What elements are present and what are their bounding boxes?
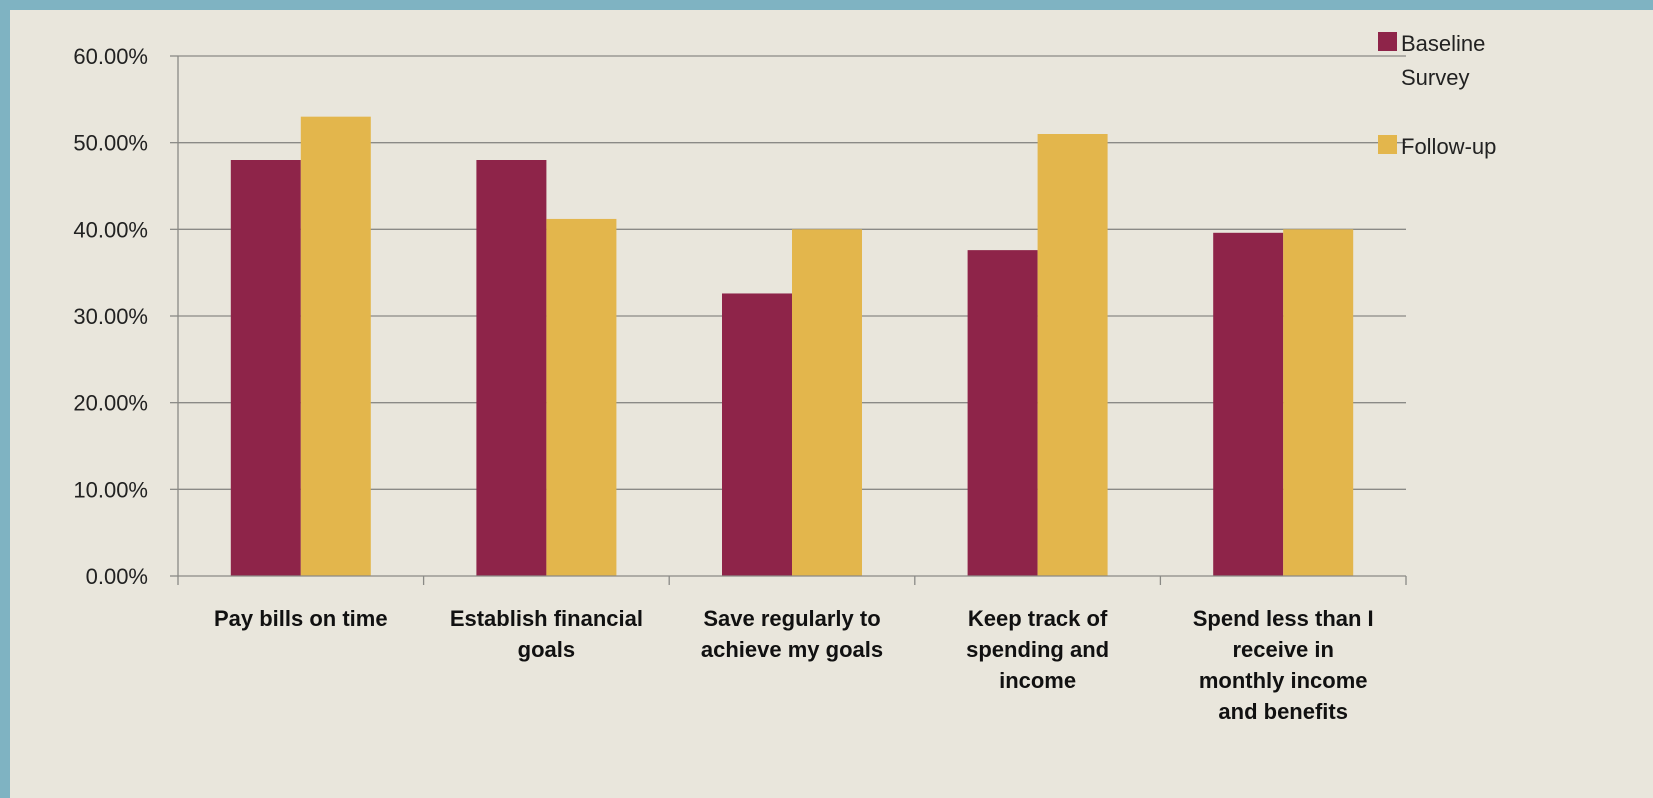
bars — [230, 116, 1354, 577]
y-tick-label: 60.00% — [73, 44, 148, 69]
y-tick-label: 10.00% — [73, 477, 148, 502]
legend-label: Follow-up — [1401, 134, 1496, 159]
x-category-label-line: Establish financial — [450, 606, 643, 631]
bar-chart: 0.00% 10.00% 20.00% 30.00% 40.00% 50.00% 60.00… — [73, 31, 1496, 724]
bar-baseline — [230, 160, 301, 576]
bar-follow-up — [300, 116, 371, 577]
y-axis-tick-labels: 0.00% 10.00% 20.00% 30.00% 40.00% 50.00% 60.00… — [73, 44, 148, 589]
y-tick-label: 50.00% — [73, 131, 148, 156]
legend-swatch — [1378, 32, 1397, 51]
x-category-label-line: Save regularly to — [703, 606, 880, 631]
bar-baseline — [476, 160, 547, 576]
x-category-label-line: Pay bills on time — [214, 606, 388, 631]
legend-label-line: Baseline — [1401, 31, 1485, 56]
x-category-label-line: Keep track of — [968, 606, 1108, 631]
y-tick-label: 40.00% — [73, 217, 148, 242]
bar-baseline — [1213, 232, 1284, 577]
x-category-label-line: receive in — [1232, 637, 1334, 662]
legend-label-line: Survey — [1401, 65, 1469, 90]
y-tick-label: 20.00% — [73, 391, 148, 416]
y-tick-label: 0.00% — [86, 564, 148, 589]
x-category-label: Establish financial goals — [450, 606, 643, 662]
x-category-label-line: spending and — [966, 637, 1109, 662]
y-tick-label: 30.00% — [73, 304, 148, 329]
x-category-label-line: monthly income — [1199, 668, 1368, 693]
axes — [170, 55, 1407, 585]
bar-baseline — [722, 293, 792, 576]
legend-label: Baseline Survey — [1401, 31, 1485, 90]
x-category-label: Spend less than I receive in monthly incom… — [1193, 606, 1374, 724]
bar-baseline — [967, 250, 1038, 576]
x-category-label-line: income — [999, 668, 1076, 693]
legend-label-line: Follow-up — [1401, 134, 1496, 159]
bar-follow-up — [792, 229, 862, 577]
x-category-label-line: goals — [518, 637, 575, 662]
x-category-label: Keep track of spending and income — [966, 606, 1109, 693]
bar-follow-up — [1283, 229, 1354, 577]
x-category-label-line: and benefits — [1218, 699, 1348, 724]
chart-frame: 0.00% 10.00% 20.00% 30.00% 40.00% 50.00% 60.00… — [10, 10, 1653, 798]
legend-swatch — [1378, 135, 1397, 154]
bar-follow-up — [1037, 134, 1108, 576]
x-axis-category-labels: Pay bills on time Establish financial goal… — [214, 606, 1374, 724]
x-category-label-line: Spend less than I — [1193, 606, 1374, 631]
legend: Baseline Survey Follow-up — [1378, 31, 1496, 159]
x-category-label-line: achieve my goals — [701, 637, 883, 662]
x-category-label: Save regularly to achieve my goals — [701, 606, 883, 662]
x-category-label: Pay bills on time — [214, 606, 388, 631]
bar-follow-up — [546, 218, 617, 576]
